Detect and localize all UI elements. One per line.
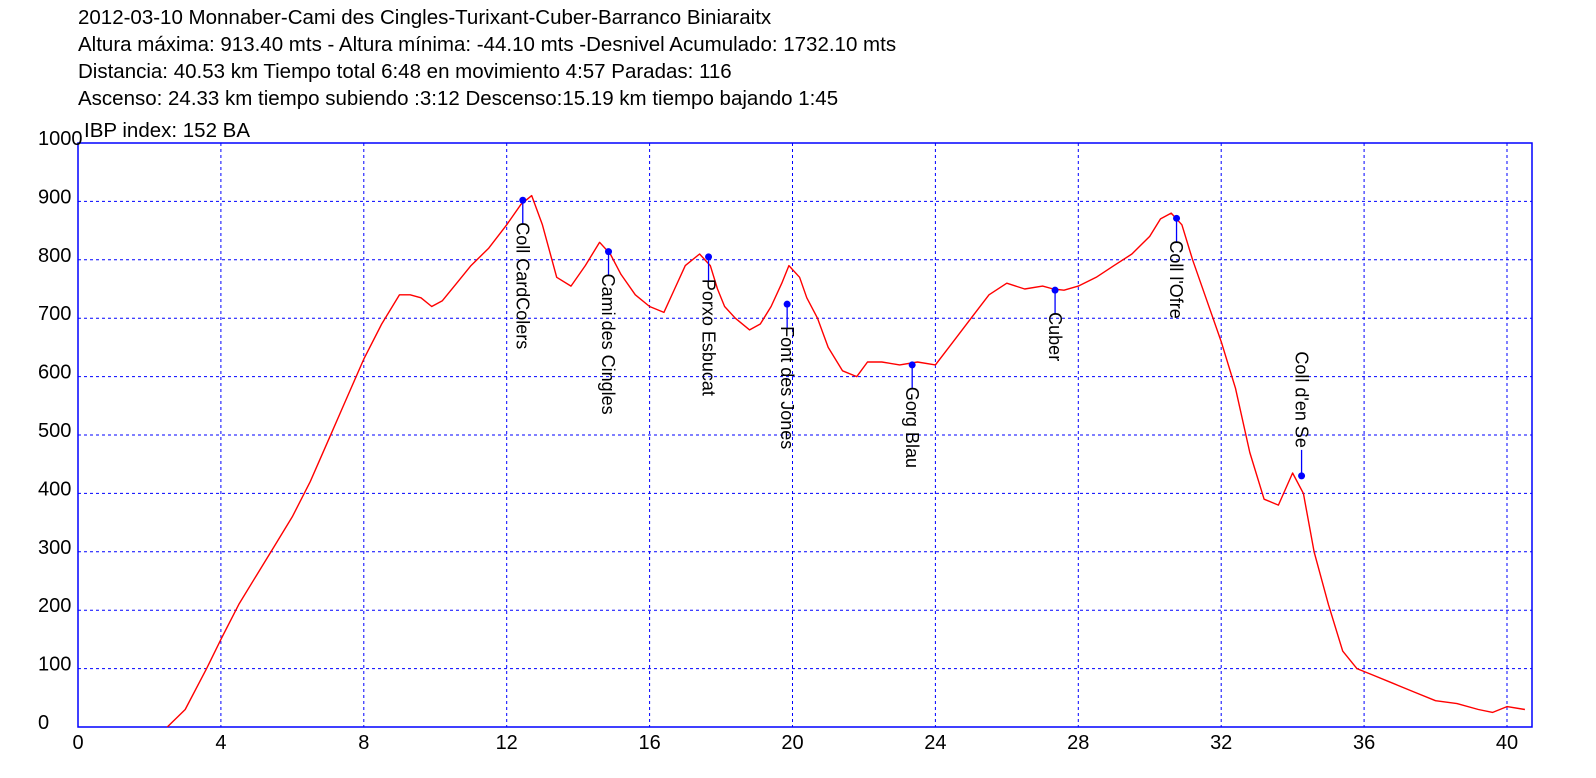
waypoint-label: Coll d'en Se: [1291, 351, 1311, 448]
x-tick-label: 36: [1353, 732, 1375, 754]
waypoint-label: Coll CardColers: [512, 222, 532, 349]
y-tick-label: 400: [38, 478, 71, 500]
waypoint-label: Font des Jones: [777, 326, 797, 449]
waypoint-label: Gorg Blau: [902, 387, 922, 468]
waypoint-marker: [605, 248, 613, 256]
x-tick-label: 24: [924, 732, 946, 754]
elevation-line: [166, 194, 1526, 728]
waypoint-label: Cami des Cingles: [598, 274, 618, 415]
y-tick-label: 200: [38, 595, 71, 617]
y-tick-label: 800: [38, 245, 71, 267]
x-tick-label: 12: [496, 732, 518, 754]
ascent-descent-stats: Ascenso: 24.33 km tiempo subiendo :3:12 …: [78, 87, 839, 110]
y-tick-label: 0: [38, 712, 49, 734]
waypoint-label: Cuber: [1045, 312, 1065, 361]
y-tick-label: 900: [38, 186, 71, 208]
waypoint-marker: [908, 361, 916, 369]
x-tick-label: 20: [781, 732, 803, 754]
altitude-stats: Altura máxima: 913.40 mts - Altura mínim…: [78, 33, 897, 56]
waypoint-marker: [1298, 472, 1306, 480]
x-tick-label: 28: [1067, 732, 1089, 754]
waypoint-marker: [519, 196, 527, 204]
x-tick-label: 0: [72, 732, 83, 754]
chart-header: 2012-03-10 Monnaber-Cami des Cingles-Tur…: [78, 4, 896, 112]
y-tick-label: 500: [38, 420, 71, 442]
waypoint-marker: [783, 300, 791, 308]
distance-stats: Distancia: 40.53 km Tiempo total 6:48 en…: [78, 60, 732, 83]
x-tick-label: 16: [638, 732, 660, 754]
y-tick-label: 700: [38, 303, 71, 325]
x-tick-label: 32: [1210, 732, 1232, 754]
y-tick-label: 1000: [38, 128, 83, 150]
ibp-index: IBP index: 152 BA: [84, 119, 251, 142]
plot-frame: [77, 142, 1533, 728]
y-tick-label: 300: [38, 537, 71, 559]
y-tick-label: 600: [38, 362, 71, 384]
waypoint-marker: [1051, 286, 1059, 294]
x-tick-label: 4: [215, 732, 226, 754]
waypoint-label: Coll l'Ofre: [1166, 240, 1186, 318]
chart-title: 2012-03-10 Monnaber-Cami des Cingles-Tur…: [78, 6, 772, 29]
y-tick-label: 100: [38, 654, 71, 676]
waypoint-marker: [1173, 214, 1181, 222]
x-tick-label: 40: [1496, 732, 1518, 754]
x-tick-label: 8: [358, 732, 369, 754]
waypoint-label: Porxo Esbucat: [698, 279, 718, 396]
waypoint-marker: [705, 253, 713, 261]
